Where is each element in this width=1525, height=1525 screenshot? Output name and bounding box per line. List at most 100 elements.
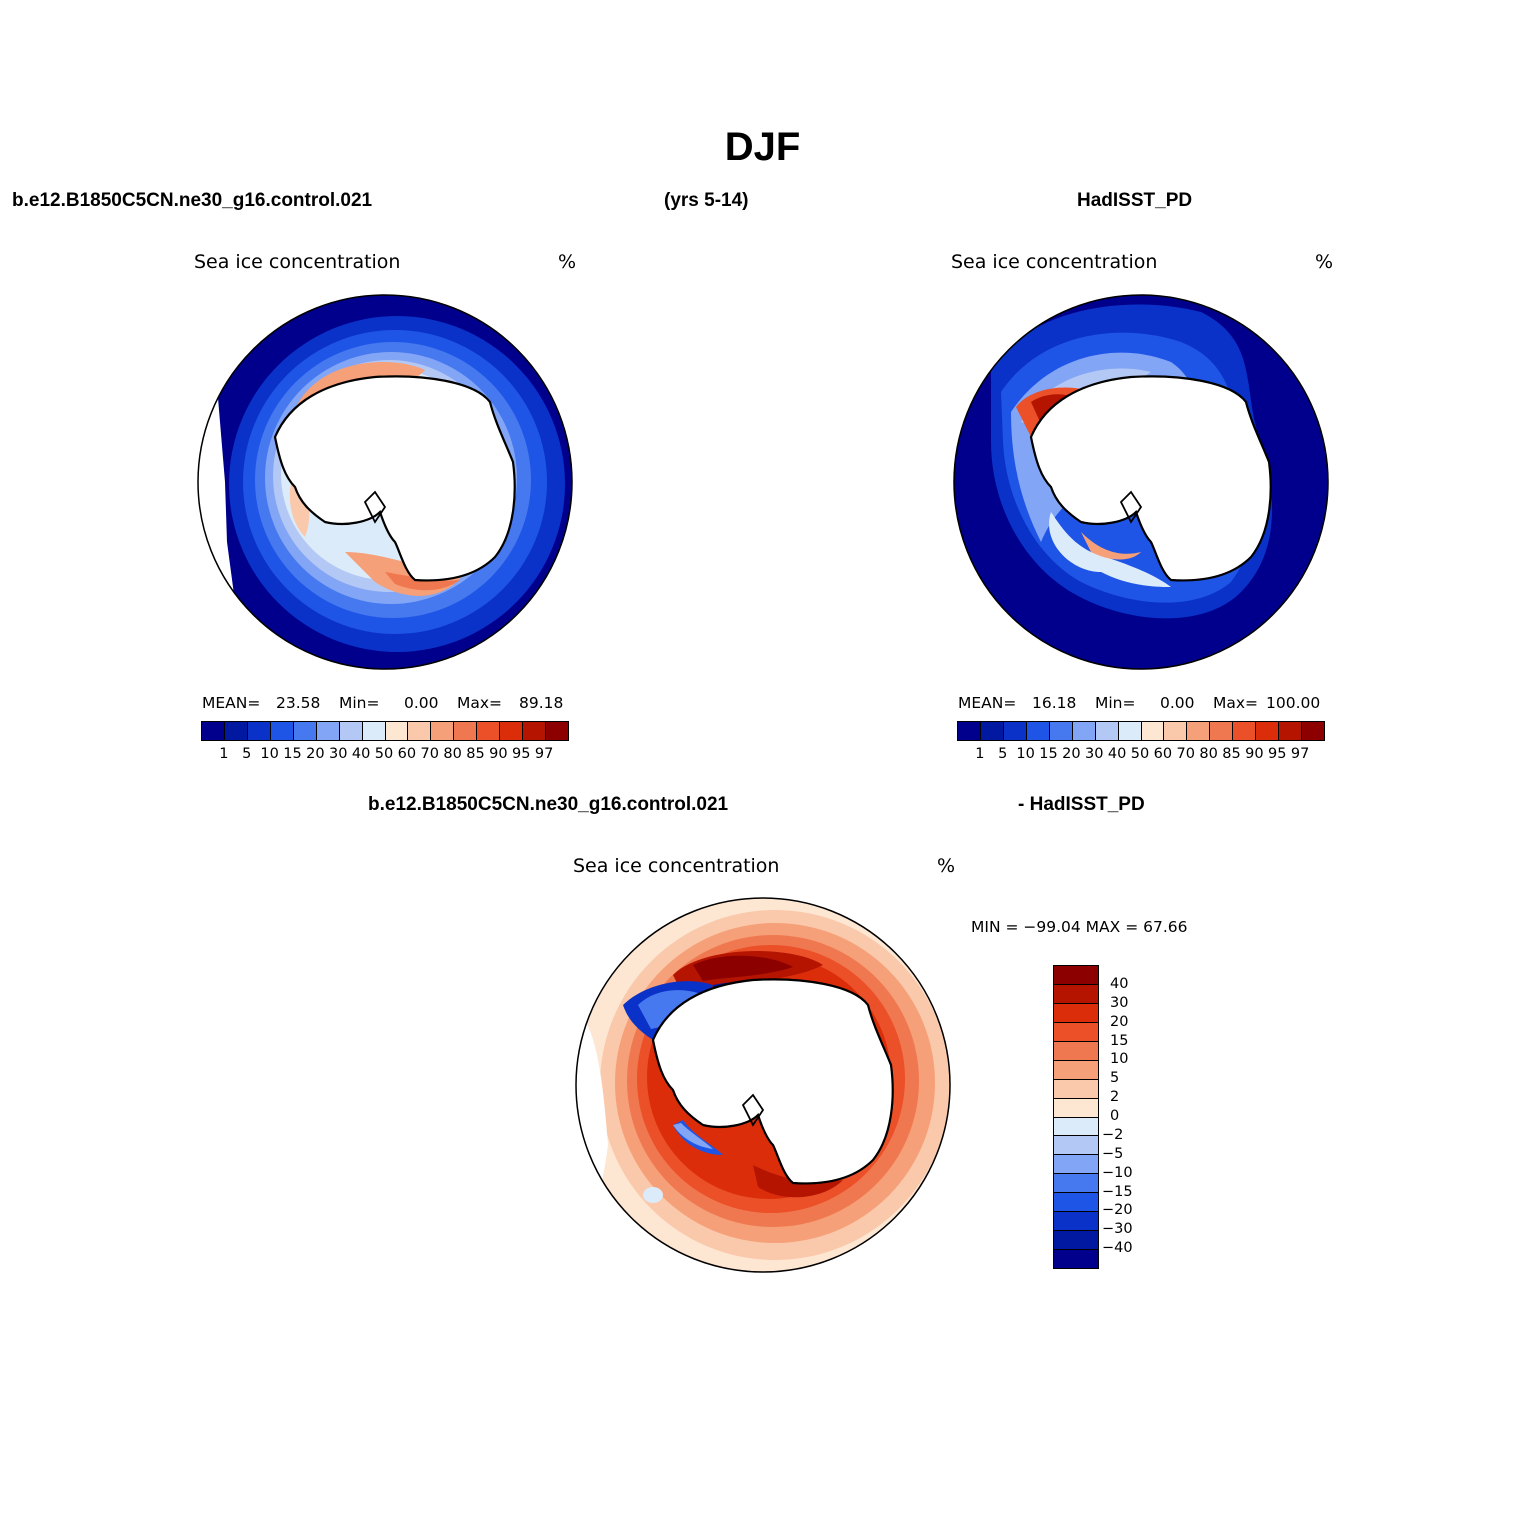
panel3-colorbar-tick-label: −40 [1102,1240,1133,1257]
panel2-colorbar-tick-label: 97 [1290,746,1310,762]
panel1-antarctica [273,375,516,582]
panel3-colorbar-tick-label: 0 [1110,1108,1120,1124]
panel2-min-label: Min= [1095,694,1136,712]
panel1-mean-label: MEAN= [202,694,261,712]
panel2-colorbar-swatch [1210,722,1234,740]
panel3-colorbar-tick-label: −30 [1102,1221,1133,1238]
panel3-colorbar-swatch [1054,1136,1098,1156]
panel2-colorbar-swatch [1141,722,1165,740]
panel2-colorbar-swatch [1003,722,1027,740]
panel3-colorbar-tick-label: −15 [1102,1183,1133,1200]
panel1-colorbar-swatch [224,722,248,740]
panel3-colorbar-swatch [1054,1174,1098,1194]
panel3-colorbar-tick-label: 40 [1110,975,1129,992]
panel2-colorbar-tick-label: 1 [975,746,985,762]
panel1-colorbar-swatch [247,722,271,740]
panel2-colorbar-tick-label: 30 [1085,746,1104,762]
panel2-colorbar-swatch [1072,722,1096,740]
years-label: (yrs 5-14) [664,190,749,211]
panel2-colorbar-swatch [980,722,1004,740]
panel2-title: Sea ice concentration [951,251,1158,273]
panel1-colorbar-swatch [546,722,568,740]
panel1-units: % [558,251,577,273]
panel1-mean-value: 23.58 [276,694,321,712]
panel3-colorbar-swatch [1054,1155,1098,1175]
panel1-colorbar-swatch [362,722,386,740]
panel3-colorbar-tick-label: 15 [1110,1032,1129,1049]
panel2-colorbar-swatch [1279,722,1303,740]
panel1-colorbar-tick-label: 1 [219,746,229,762]
case-label: b.e12.B1850C5CN.ne30_g16.control.021 [12,190,373,211]
panel3-colorbar-swatch [1054,1079,1098,1099]
panel1-colorbar-swatch [454,722,478,740]
panel1-max-value: 89.18 [519,694,564,712]
panel3-colorbar-tick-label: −2 [1102,1126,1124,1143]
panel1-title: Sea ice concentration [194,251,401,273]
panel2-colorbar-swatch [1256,722,1280,740]
panel3-colorbar-swatch [1054,1212,1098,1232]
panel2-colorbar [957,721,1325,741]
panel3-colorbar-swatch [1054,1041,1098,1061]
panel1-colorbar-tick-label: 5 [242,746,252,762]
panel2-min-value: 0.00 [1160,694,1195,712]
panel2-colorbar-tick-label: 85 [1222,746,1241,762]
panel1-colorbar-tick-label: 30 [329,746,348,762]
panel2-colorbar-swatch [1302,722,1324,740]
panel3-colorbar-swatch [1054,1098,1098,1118]
panel2-colorbar-tick-label: 15 [1039,746,1058,762]
panel3-colorbar-tick-label: 20 [1110,1013,1129,1030]
panel1-colorbar-swatch [339,722,363,740]
panel3-colorbar-swatch [1054,1250,1098,1268]
panel1-colorbar-tick-label: 20 [306,746,325,762]
panel2-colorbar-swatch [1095,722,1119,740]
panel1-min-label: Min= [339,694,380,712]
panel2-colorbar-swatch [1164,722,1188,740]
panel2-colorbar-swatch [958,722,981,740]
panel1-colorbar-swatch [202,722,225,740]
panel1-colorbar-swatch [385,722,409,740]
panel3-colorbar-swatch [1054,1060,1098,1080]
panel2-mean-label: MEAN= [958,694,1017,712]
panel2-colorbar-tick-label: 40 [1107,746,1127,762]
panel1-colorbar-swatch [477,722,501,740]
panel3-colorbar-ticks: 40 30 20 15 10 5 2 0 −2 −5 −10 −15 −20 −30 −40 [1102,965,1164,1267]
panel3-colorbar-swatch [1054,1022,1098,1042]
obs-label: HadISST_PD [1077,190,1193,211]
panel1-colorbar-tick-label: 40 [351,746,371,762]
panel1-colorbar-swatch [316,722,340,740]
panel3-antarctica [651,978,894,1185]
panel3-colorbar-swatch [1054,966,1098,985]
panel1-map [197,294,573,670]
panel1-colorbar-tick-label: 80 [443,746,462,762]
panel2-colorbar-swatch [1233,722,1257,740]
panel2-colorbar-swatch [1118,722,1142,740]
panel3-colorbar-tick-label: −10 [1102,1164,1133,1181]
panel2-colorbar-tick-label: 80 [1199,746,1218,762]
panel2-antarctica [1029,375,1272,582]
panel3-colorbar-tick-label: 30 [1110,994,1129,1011]
panel2-units: % [1315,251,1334,273]
panel1-colorbar-tick-label: 15 [283,746,302,762]
panel1-colorbar-tick-label: 85 [466,746,485,762]
diff-obs-label: - HadISST_PD [1018,794,1145,815]
panel2-colorbar-tick-label: 20 [1062,746,1081,762]
panel1-colorbar-swatch [293,722,317,740]
panel2-colorbar-tick-label: 50 [1130,746,1150,762]
panel2-colorbar-tick-label: 90 [1245,746,1264,762]
panel3-colorbar-swatch [1054,1231,1098,1251]
panel3-colorbar-tick-label: −20 [1102,1202,1133,1219]
panel1-colorbar-swatch [431,722,455,740]
panel3-minmax: MIN = −99.04 MAX = 67.66 [971,918,1188,936]
panel2-colorbar-tick-label: 5 [998,746,1008,762]
panel1-colorbar [201,721,569,741]
panel1-colorbar-tick-label: 95 [512,746,531,762]
panel1-colorbar-swatch [523,722,547,740]
panel1-max-label: Max= [457,694,503,712]
panel3-map [575,897,951,1273]
panel3-colorbar-swatch [1054,984,1098,1004]
panel3-colorbar-swatch [1054,1003,1098,1023]
panel2-colorbar-swatch [1187,722,1211,740]
panel1-colorbar-tick-label: 97 [534,746,554,762]
panel1-colorbar-tick-label: 60 [397,746,417,762]
panel3-colorbar-tick-label: 5 [1110,1070,1120,1087]
